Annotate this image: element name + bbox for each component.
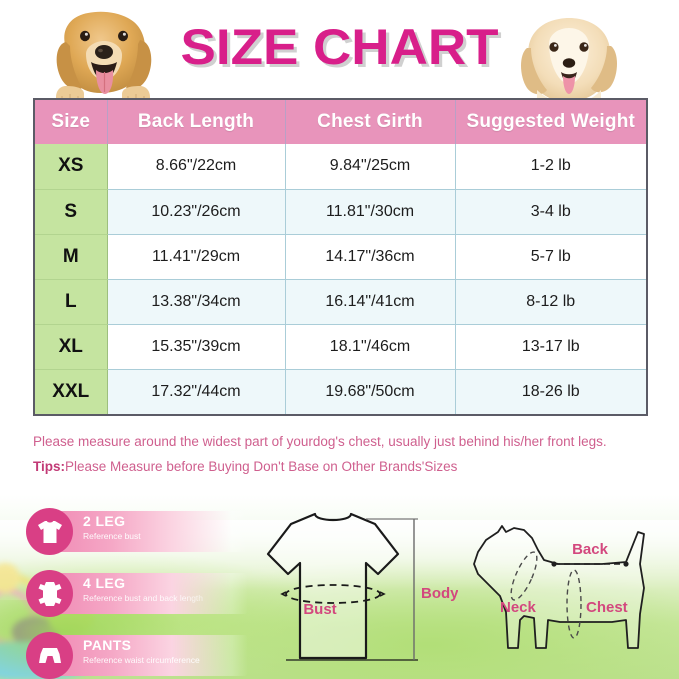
cell-chest-girth: 19.68"/50cm [285, 369, 456, 414]
cell-chest-girth: 9.84"/25cm [285, 144, 456, 190]
legend-item-4-leg: 4 LEG Reference bust and back length [26, 570, 256, 617]
shirt-measurement-diagram: Bust Body [266, 512, 458, 661]
cell-back-length: 15.35"/39cm [107, 324, 286, 370]
legend-icon-circle [26, 632, 73, 679]
cell-size: M [35, 234, 108, 280]
legend-item-2-leg: 2 LEG Reference bust [26, 508, 256, 555]
table-row: S 10.23"/26cm 11.81"/30cm 3-4 lb [35, 189, 646, 235]
column-header-chest-girth: Chest Girth [285, 100, 456, 144]
cell-back-length: 11.41"/29cm [107, 234, 286, 280]
legend-bar [48, 511, 248, 552]
dog-measurement-diagram: Back Neck Chest [473, 525, 645, 649]
cell-back-length: 10.23"/26cm [107, 189, 286, 235]
tips-text: Please Measure before Buying Don't Base … [65, 459, 458, 475]
legend-text: 4 LEG Reference bust and back length [83, 575, 248, 604]
cell-chest-girth: 16.14"/41cm [285, 279, 456, 325]
cell-size: L [35, 279, 108, 325]
legend-bar [48, 573, 248, 614]
column-header-back-length: Back Length [107, 100, 286, 144]
legend-subtitle: Reference bust and back length [83, 593, 248, 604]
table-header-row: Size Back Length Chest Girth Suggested W… [35, 100, 646, 144]
legend-text: 2 LEG Reference bust [83, 513, 248, 542]
table-row: M 11.41"/29cm 14.17"/36cm 5-7 lb [35, 234, 646, 280]
size-chart-table: Size Back Length Chest Girth Suggested W… [33, 98, 648, 416]
body-label: Body [421, 585, 458, 602]
cell-chest-girth: 18.1"/46cm [285, 324, 456, 370]
neck-label: Neck [500, 599, 537, 616]
bust-label: Bust [303, 601, 336, 618]
tips-label: Tips: [33, 459, 66, 475]
four-leg-suit-icon [38, 581, 61, 606]
tshirt-icon [37, 520, 62, 543]
pants-icon [38, 647, 61, 663]
legend-icon-circle [26, 508, 73, 555]
legend-bar [48, 635, 248, 676]
legend-icon-circle [26, 570, 73, 617]
havanese-puppy-photo [521, 18, 617, 104]
table-row: XL 15.35"/39cm 18.1"/46cm 13-17 lb [35, 324, 646, 370]
measure-note: Please measure around the widest part of… [33, 434, 607, 449]
cell-back-length: 17.32"/44cm [107, 369, 286, 414]
legend-title: 2 LEG [83, 513, 126, 529]
cell-back-length: 13.38"/34cm [107, 279, 286, 325]
cell-size: XL [35, 324, 108, 370]
back-label: Back [572, 541, 609, 558]
cell-weight: 1-2 lb [455, 144, 646, 190]
column-header-suggested-weight: Suggested Weight [455, 100, 646, 144]
page-title: SIZE CHART [180, 19, 499, 75]
cell-size: XS [35, 144, 108, 190]
cell-chest-girth: 14.17"/36cm [285, 234, 456, 280]
table-row: XXL 17.32"/44cm 19.68"/50cm 18-26 lb [35, 369, 646, 414]
legend-title: PANTS [83, 637, 132, 653]
table-row: XS 8.66"/22cm 9.84"/25cm 1-2 lb [35, 144, 646, 190]
legend-subtitle: Reference bust [83, 531, 141, 542]
cell-chest-girth: 11.81"/30cm [285, 189, 456, 235]
tips-note: Tips:Please Measure before Buying Don't … [33, 455, 655, 478]
cell-size: S [35, 189, 108, 235]
cell-weight: 5-7 lb [455, 234, 646, 280]
cell-size: XXL [35, 369, 108, 414]
table-row: L 13.38"/34cm 16.14"/41cm 8-12 lb [35, 279, 646, 325]
legend-item-pants: PANTS Reference waist circumference [26, 632, 256, 679]
legend-text: PANTS Reference waist circumference [83, 637, 248, 666]
cell-back-length: 8.66"/22cm [107, 144, 286, 190]
column-header-size: Size [35, 100, 108, 144]
legend-subtitle: Reference waist circumference [83, 655, 200, 666]
cell-weight: 3-4 lb [455, 189, 646, 235]
golden-retriever-photo [56, 11, 152, 103]
legend-title: 4 LEG [83, 575, 126, 591]
cell-weight: 13-17 lb [455, 324, 646, 370]
chest-label: Chest [586, 599, 628, 616]
cell-weight: 8-12 lb [455, 279, 646, 325]
measurement-notes: Please measure around the widest part of… [33, 430, 655, 478]
cell-weight: 18-26 lb [455, 369, 646, 414]
garment-legend: 2 LEG Reference bust 4 LEG Reference bus… [26, 508, 256, 679]
